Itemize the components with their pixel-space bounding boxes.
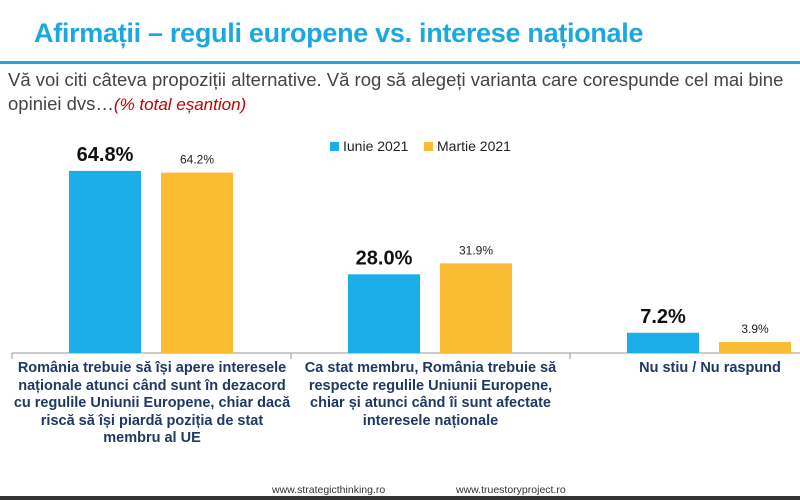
bar: [627, 332, 699, 353]
subtitle: Vă voi citi câteva propoziții alternativ…: [8, 68, 798, 117]
bar: [161, 172, 233, 353]
data-label: 28.0%: [356, 247, 413, 269]
legend-swatch: [424, 141, 433, 151]
title-divider: [0, 61, 800, 64]
data-label: 64.8%: [77, 144, 134, 166]
bar: [719, 342, 791, 353]
legend-item-iunie: Iunie 2021: [330, 138, 408, 154]
bar: [69, 170, 141, 353]
page-title: Afirmații – reguli europene vs. interese…: [34, 18, 644, 48]
bar: [348, 274, 420, 353]
category-label: Nu stiu / Nu raspund: [639, 360, 781, 376]
data-label: 64.2%: [180, 153, 214, 167]
category-label: Ca stat membru, România trebuie să respe…: [304, 360, 557, 429]
data-label: 3.9%: [741, 322, 769, 336]
bottom-bar: [0, 496, 800, 500]
bar: [440, 263, 512, 353]
legend-item-martie: Martie 2021: [424, 138, 511, 154]
data-label: 7.2%: [640, 306, 686, 328]
legend-swatch: [330, 141, 339, 151]
legend-label: Martie 2021: [437, 138, 511, 154]
subtitle-text: Vă voi citi câteva propoziții alternativ…: [8, 69, 784, 114]
subtitle-note: (% total eșantion): [113, 95, 247, 114]
legend-label: Iunie 2021: [343, 138, 409, 154]
data-label: 31.9%: [459, 243, 493, 257]
footer-link-right[interactable]: www.truestoryproject.ro: [456, 484, 566, 496]
footer-link-left[interactable]: www.strategicthinking.ro: [272, 484, 386, 496]
category-label: România trebuie să își apere interesele …: [13, 360, 291, 446]
